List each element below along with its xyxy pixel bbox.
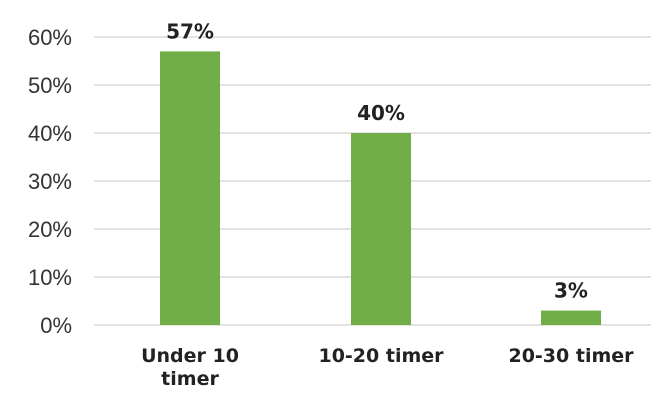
x-axis-category-labels: Under 10 timer 10-20 timer 20-30 timer (141, 345, 634, 390)
y-tick-label-0: 0% (40, 313, 72, 338)
x-category-label-0: Under 10 timer (141, 345, 239, 390)
x-category-label-0-line-0: Under 10 (141, 345, 239, 367)
x-category-label-1-line-0: 10-20 timer (318, 345, 444, 367)
bar-2 (541, 310, 601, 325)
data-label-1: 40% (357, 101, 405, 125)
data-label-0: 57% (166, 19, 214, 43)
y-axis-tick-labels: 0% 10% 20% 30% 40% 50% 60% (28, 25, 72, 338)
y-tick-label-50: 50% (28, 73, 72, 98)
x-category-label-2: 20-30 timer (508, 345, 634, 367)
x-category-label-1: 10-20 timer (318, 345, 444, 367)
y-tick-label-40: 40% (28, 121, 72, 146)
y-tick-label-10: 10% (28, 265, 72, 290)
bars (160, 51, 601, 326)
y-tick-label-30: 30% (28, 169, 72, 194)
x-category-label-2-line-0: 20-30 timer (508, 345, 634, 367)
bar-1 (351, 133, 411, 325)
y-tick-label-60: 60% (28, 25, 72, 50)
data-labels: 57% 40% 3% (166, 19, 588, 302)
data-label-2: 3% (554, 279, 588, 303)
y-tick-label-20: 20% (28, 217, 72, 242)
x-category-label-0-line-1: timer (161, 368, 219, 390)
bar-0 (160, 51, 220, 326)
